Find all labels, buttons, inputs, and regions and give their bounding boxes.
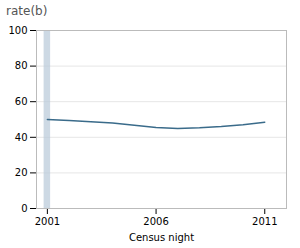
svg-text:60: 60 [15, 96, 28, 107]
svg-text:80: 80 [15, 60, 28, 71]
svg-text:40: 40 [15, 132, 28, 143]
svg-text:Census night: Census night [129, 232, 194, 243]
svg-text:2011: 2011 [252, 216, 277, 227]
svg-text:2006: 2006 [143, 216, 168, 227]
svg-text:2001: 2001 [35, 216, 60, 227]
html-text:rate(b): rate(b) [6, 4, 48, 18]
svg-text:20: 20 [15, 167, 28, 178]
svg-text:100: 100 [8, 25, 27, 36]
svg-text:0: 0 [21, 203, 27, 214]
